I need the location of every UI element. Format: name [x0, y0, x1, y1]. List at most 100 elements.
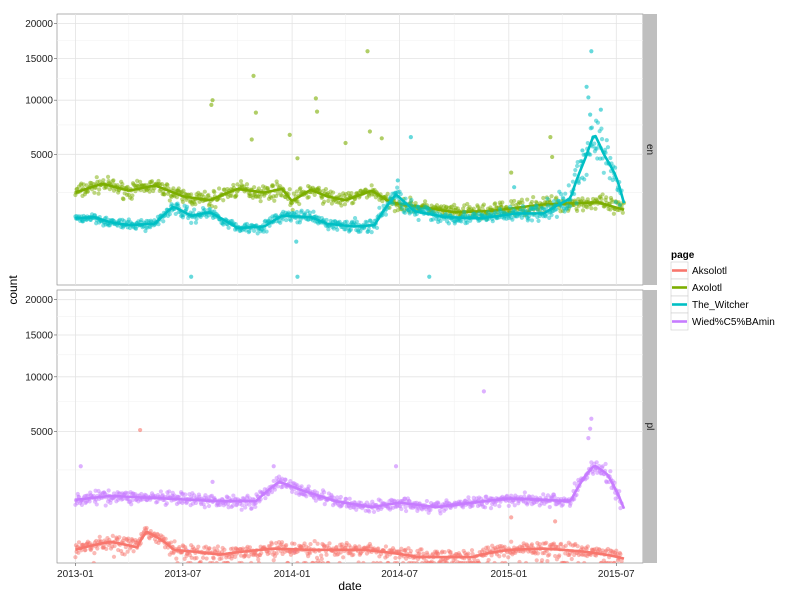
data-point: [416, 217, 421, 223]
data-point: [520, 200, 525, 205]
data-point: [221, 198, 226, 203]
data-point: [214, 560, 219, 563]
data-point: [130, 193, 135, 198]
x-tick-label: 2013-01: [57, 569, 94, 580]
data-point: [551, 199, 557, 204]
data-point: [272, 198, 277, 203]
data-point: [371, 560, 376, 563]
data-point: [184, 204, 190, 209]
data-point: [377, 205, 382, 210]
data-point: [302, 541, 307, 546]
data-point: [76, 540, 82, 545]
y-axis-title: count: [6, 275, 20, 305]
data-point: [567, 204, 573, 209]
data-point: [196, 544, 201, 549]
data-point: [599, 196, 604, 201]
data-point: [194, 555, 199, 561]
data-point: [307, 551, 313, 556]
plot-area: [73, 49, 627, 279]
data-point: [406, 546, 411, 551]
data-point: [536, 218, 541, 223]
data-point: [252, 185, 257, 190]
data-point: [554, 195, 559, 200]
data-point: [572, 172, 577, 177]
data-point: [563, 543, 568, 548]
data-point-outlier: [588, 426, 593, 431]
data-point: [551, 541, 557, 546]
data-point: [144, 525, 149, 531]
data-point: [91, 560, 96, 563]
data-point: [271, 183, 276, 189]
data-point: [529, 199, 535, 205]
data-point: [554, 207, 559, 212]
data-point-outlier: [408, 135, 413, 140]
data-point: [257, 195, 263, 200]
data-point: [459, 219, 464, 224]
data-point: [326, 560, 331, 563]
data-point: [158, 489, 164, 494]
data-point: [618, 505, 623, 511]
data-point: [311, 209, 316, 214]
data-point: [618, 552, 623, 557]
data-point: [149, 179, 155, 184]
data-point: [402, 210, 408, 215]
data-point: [164, 501, 169, 506]
data-point: [470, 503, 475, 508]
data-point: [278, 220, 283, 225]
facet-strip: [643, 290, 657, 563]
data-point: [549, 194, 554, 199]
data-point: [403, 196, 408, 201]
data-point: [484, 494, 489, 499]
data-point: [249, 560, 254, 563]
data-point: [85, 189, 90, 194]
data-point: [452, 560, 457, 563]
data-point: [482, 505, 488, 510]
data-point: [580, 208, 586, 213]
data-point: [442, 550, 447, 555]
data-point: [341, 555, 346, 560]
data-point: [181, 212, 186, 218]
data-point: [73, 555, 78, 560]
data-point: [385, 191, 390, 196]
data-point-outlier: [313, 96, 318, 101]
data-point: [79, 502, 85, 508]
data-point: [92, 551, 97, 556]
data-point: [500, 200, 505, 205]
data-point-outlier: [295, 274, 300, 279]
data-point: [452, 202, 457, 207]
data-point: [490, 219, 495, 224]
data-point: [303, 560, 308, 563]
data-point: [424, 498, 429, 504]
data-point: [307, 210, 313, 215]
x-tick-label: 2013-07: [165, 569, 202, 580]
data-point: [462, 210, 467, 215]
data-point: [554, 214, 560, 220]
data-point: [327, 541, 332, 546]
data-point: [497, 504, 502, 509]
data-point: [399, 506, 404, 512]
data-point-outlier: [589, 49, 594, 54]
data-point: [364, 500, 370, 505]
data-point: [582, 177, 587, 182]
y-tick-label: 20000: [25, 295, 53, 306]
data-point-outlier: [295, 156, 300, 161]
data-point: [174, 556, 179, 561]
data-point: [357, 544, 362, 549]
data-point: [591, 471, 596, 476]
data-point: [576, 560, 581, 563]
data-point-outlier: [395, 178, 400, 183]
data-point-outlier: [548, 135, 553, 140]
data-point: [601, 170, 606, 175]
data-point-outlier: [509, 170, 514, 175]
data-point: [347, 496, 352, 501]
data-point: [490, 543, 495, 548]
data-point: [75, 500, 80, 506]
data-point: [316, 185, 321, 190]
data-point: [322, 502, 327, 507]
data-point: [398, 192, 403, 197]
data-point: [323, 187, 329, 192]
data-point: [431, 560, 437, 563]
data-point: [595, 156, 600, 161]
data-point: [428, 507, 433, 513]
